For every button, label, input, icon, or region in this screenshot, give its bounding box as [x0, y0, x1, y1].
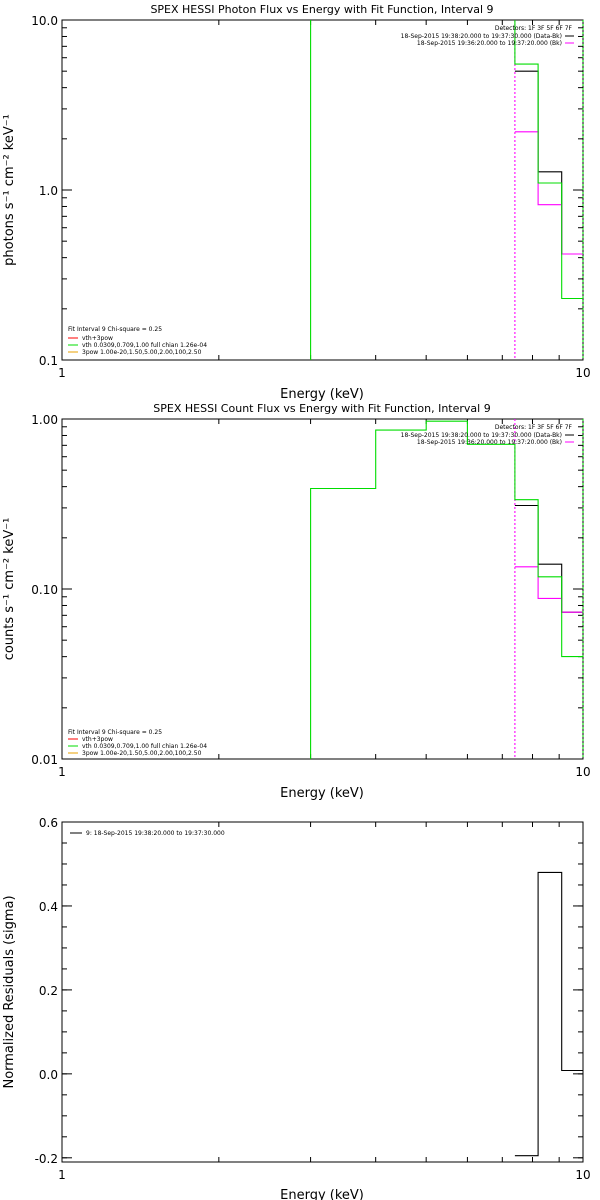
y-tick-label: 0.1 [39, 354, 58, 368]
series-group [514, 871, 583, 1157]
y-axis-label: counts s⁻¹ cm⁻² keV⁻¹ [2, 518, 17, 661]
x-axis-label: Energy (keV) [280, 387, 364, 402]
legend-right: Detectors: 1F 3F 5F 6F 7F 18-Sep-2015 19… [401, 25, 574, 47]
legend-bk: 18-Sep-2015 19:36:20.000 to 19:37:20.000… [417, 40, 562, 47]
x-tick-label: 1 [58, 765, 66, 779]
series-4-line [514, 20, 583, 300]
legend-fit-interval: Fit Interval 9 Chi-square = 0.25 [68, 729, 162, 736]
y-tick-label: 0.01 [31, 753, 58, 767]
legend-databk: 18-Sep-2015 19:38:20.000 to 19:37:30.000… [401, 33, 562, 40]
panel-title: SPEX HESSI Photon Flux vs Energy with Fi… [150, 3, 493, 16]
residuals-panel: Normalized Residuals (sigma) Energy (keV… [2, 816, 591, 1200]
legend-left: Fit Interval 9 Chi-square = 0.25 vth+3po… [68, 729, 207, 757]
series-2-line [514, 131, 583, 255]
y-tick-label: 0.2 [39, 984, 58, 998]
x-tick-label: 1 [58, 366, 66, 380]
legend-3pow: 3pow 1.00e-20,1.50,5.00,2.00,100,2.50 [82, 750, 202, 757]
y-tick-label: 10.0 [31, 14, 58, 28]
photon-flux-panel: SPEX HESSI Photon Flux vs Energy with Fi… [2, 3, 591, 402]
legend-databk: 18-Sep-2015 19:38:20.000 to 19:37:30.000… [401, 432, 562, 439]
count-flux-panel: SPEX HESSI Count Flux vs Energy with Fit… [2, 402, 591, 801]
series-0-line [514, 871, 583, 1157]
legend-detectors: Detectors: 1F 3F 5F 6F 7F [495, 424, 573, 431]
legend-vth: vth 0.0309,0.709,1.00 full chian 1.26e-0… [82, 743, 207, 750]
legend-left: 9: 18-Sep-2015 19:38:20.000 to 19:37:30.… [70, 830, 225, 837]
axis-ticks: 1 10 0.01 0.10 1.00 [31, 413, 590, 779]
legend-3pow: 3pow 1.00e-20,1.50,5.00,2.00,100,2.50 [82, 349, 202, 356]
x-tick-label: 10 [575, 1168, 590, 1182]
series-group [310, 20, 584, 360]
legend-model: vth+3pow [82, 335, 113, 342]
legend-left: Fit Interval 9 Chi-square = 0.25 vth+3po… [68, 326, 207, 356]
x-tick-label: 10 [575, 366, 590, 380]
series-3-line [310, 420, 583, 759]
series-2-line [514, 566, 583, 613]
series-0-line [514, 504, 583, 613]
y-tick-label: 1.0 [39, 184, 58, 198]
y-tick-label: -0.2 [35, 1152, 58, 1166]
x-axis-label: Energy (keV) [280, 1188, 364, 1200]
axis-ticks: 1 10 0.1 1.0 10.0 [31, 14, 590, 380]
legend-detectors: Detectors: 1F 3F 5F 6F 7F [495, 25, 573, 32]
y-axis-label: Normalized Residuals (sigma) [2, 895, 17, 1088]
legend-vth: vth 0.0309,0.709,1.00 full chian 1.26e-0… [82, 342, 207, 349]
y-tick-label: 0.10 [31, 583, 58, 597]
plot-frame [61, 19, 584, 361]
legend-fit-interval: Fit Interval 9 Chi-square = 0.25 [68, 326, 162, 333]
x-tick-label: 10 [575, 765, 590, 779]
y-tick-label: 0.6 [39, 816, 58, 830]
y-tick-label: 0.0 [39, 1068, 58, 1082]
plot-frame [61, 418, 584, 760]
legend-model: vth+3pow [82, 736, 113, 743]
axis-ticks: 1 10 -0.2 0.0 0.2 0.4 0.6 [35, 816, 591, 1182]
series-0-line [514, 70, 583, 255]
x-axis-label: Energy (keV) [280, 786, 364, 801]
plot-frame [61, 821, 584, 1163]
legend-residual-interval: 9: 18-Sep-2015 19:38:20.000 to 19:37:30.… [86, 830, 225, 837]
y-tick-label: 1.00 [31, 413, 58, 427]
series-group [310, 419, 584, 759]
y-axis-label: photons s⁻¹ cm⁻² keV⁻¹ [2, 114, 17, 266]
legend-bk: 18-Sep-2015 19:36:20.000 to 19:37:20.000… [417, 439, 562, 446]
panel-title: SPEX HESSI Count Flux vs Energy with Fit… [153, 402, 490, 415]
y-tick-label: 0.4 [39, 900, 58, 914]
x-tick-label: 1 [58, 1168, 66, 1182]
legend-right: Detectors: 1F 3F 5F 6F 7F 18-Sep-2015 19… [401, 424, 574, 446]
